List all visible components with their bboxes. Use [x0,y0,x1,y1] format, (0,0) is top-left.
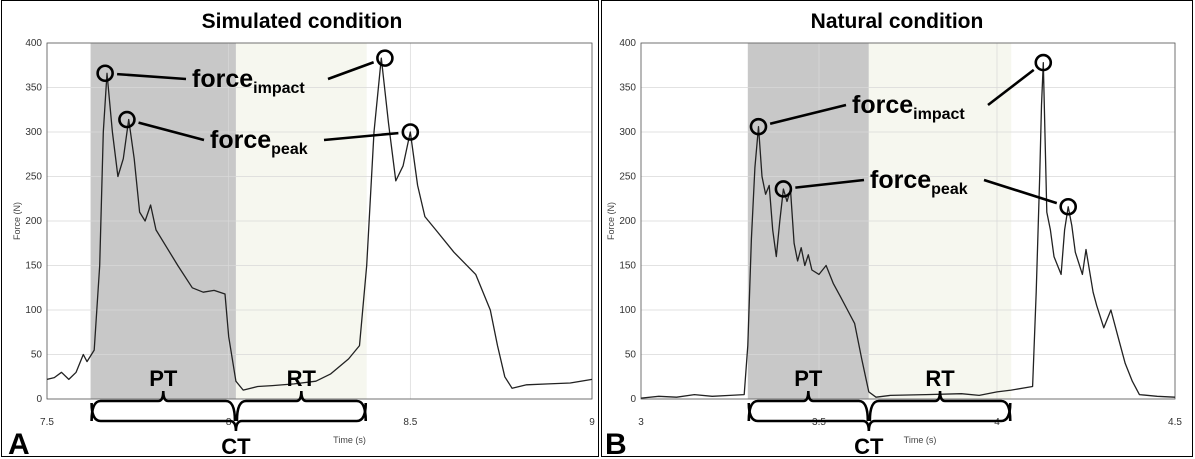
phase-label-pt: PT [149,366,178,391]
annotation-marker [96,64,114,83]
annotation-label-peak: forcepeak [870,166,968,198]
x-tick-label: 7.5 [40,417,54,428]
y-tick-label: 250 [25,172,42,183]
y-tick-label: 100 [25,305,42,316]
panel-letter: A [8,428,30,458]
annotation-leader [117,72,187,81]
brace-ct [747,402,1012,432]
x-axis-label: Time (s) [904,435,937,445]
series-line [46,57,593,391]
y-tick-label: 0 [630,394,636,405]
annotation-leader [987,68,1035,107]
x-tick-label: 3 [638,417,644,428]
annotation-leader [327,61,375,81]
chart-title: Simulated condition [202,10,403,33]
y-tick-label: 200 [619,216,636,227]
annotation-marker [401,123,420,141]
panel-b: 0 50 100 150 200 250 300 350 400 3 3.5 4 4.5 Force (N… [601,0,1193,458]
y-tick-label: 350 [25,83,42,94]
y-tick-label: 300 [619,127,636,138]
x-tick-label: 4 [994,417,1000,428]
annotation-marker [749,117,768,136]
brace-ct [90,402,368,432]
annotation-leader [138,121,205,142]
y-tick-label: 250 [619,172,636,183]
y-tick-label: 50 [31,350,43,361]
annotation-marker [376,49,394,67]
y-tick-label: 100 [619,305,636,316]
brace-rt [235,390,368,422]
annotation-marker [1059,197,1078,216]
y-tick-label: 300 [25,127,42,138]
panel-a: 0 50 100 150 200 250 300 350 400 7.5 8 8.5 9 Force (N… [1,0,599,458]
brace-rt [868,390,1012,422]
axes-frame [46,42,593,400]
annotation-marker [1034,53,1053,72]
annotation-leader [769,103,847,126]
y-axis-label: Force (N) [12,202,22,240]
annotation-label-impact: forceimpact [192,65,305,97]
y-tick-label: 350 [619,83,636,94]
phase-label-ct: CT [854,434,884,458]
brace-pt [90,390,237,422]
x-tick-label: 9 [589,417,595,428]
x-axis-label: Time (s) [333,435,366,445]
chart-title: Natural condition [811,10,984,33]
chart-svg: 0 50 100 150 200 250 300 350 400 7.5 8 8.5 9 Force (N… [8,10,595,458]
panel-letter: B [605,428,627,458]
annotation-marker [118,110,136,129]
x-tick-label: 8.5 [403,417,417,428]
annotation-leader [795,178,865,189]
x-tick-label: 8 [226,417,232,428]
y-tick-label: 200 [25,216,42,227]
annotation-leader [983,178,1058,205]
brace-pt [747,390,870,422]
x-tick-label: 3.5 [812,417,826,428]
y-tick-label: 400 [619,38,636,49]
phase-label-pt: PT [794,366,823,391]
y-axis-label: Force (N) [606,202,616,240]
chart-svg: 0 50 100 150 200 250 300 350 400 3 3.5 4 4.5 Force (N… [605,10,1182,458]
y-tick-label: 400 [25,38,42,49]
x-tick-label: 4.5 [1168,417,1182,428]
phase-label-rt: RT [925,366,955,391]
y-tick-label: 0 [36,394,42,405]
y-tick-label: 150 [25,261,42,272]
annotation-leader [323,131,399,142]
phase-label-rt: RT [287,366,317,391]
y-tick-label: 50 [625,350,637,361]
axes-frame [640,42,1176,400]
phase-label-ct: CT [221,434,251,458]
annotation-marker [774,180,793,198]
annotation-label-impact: forceimpact [852,91,965,123]
annotation-label-peak: forcepeak [210,126,308,158]
y-tick-label: 150 [619,261,636,272]
series-line [640,61,1176,399]
